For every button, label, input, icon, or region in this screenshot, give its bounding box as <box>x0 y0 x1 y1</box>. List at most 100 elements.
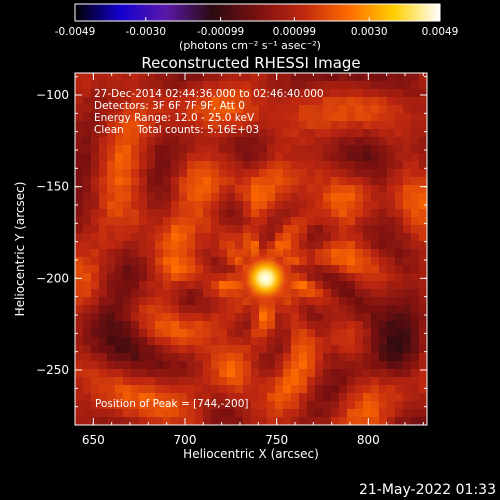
heatmap-cell <box>195 169 204 178</box>
heatmap-cell <box>419 89 427 98</box>
heatmap-cell <box>347 313 356 322</box>
heatmap-cell <box>379 417 388 425</box>
heatmap-cell <box>355 193 364 202</box>
heatmap-cell <box>99 113 108 122</box>
heatmap-cell <box>195 97 204 106</box>
heatmap-cell <box>387 313 396 322</box>
colorbar-tick-label: 0.00099 <box>273 26 316 38</box>
heatmap-cell <box>155 217 164 226</box>
heatmap-cell <box>355 273 364 282</box>
heatmap-cell <box>91 241 100 250</box>
heatmap-cell <box>251 185 260 194</box>
heatmap-cell <box>395 161 404 170</box>
heatmap-cell <box>187 337 196 346</box>
heatmap-cell <box>299 337 308 346</box>
heatmap-cell <box>403 105 412 114</box>
heatmap-cell <box>131 97 140 106</box>
heatmap-cell <box>403 201 412 210</box>
heatmap-cell <box>219 137 228 146</box>
heatmap-cell <box>291 105 300 114</box>
heatmap-cell <box>187 193 196 202</box>
heatmap-cell <box>203 201 212 210</box>
heatmap-cell <box>107 345 116 354</box>
heatmap-cell <box>219 121 228 130</box>
heatmap-cell <box>203 145 212 154</box>
heatmap-cell <box>315 145 324 154</box>
heatmap-cell <box>243 409 252 418</box>
heatmap-cell <box>251 81 260 90</box>
heatmap-cell <box>155 345 164 354</box>
heatmap-cell <box>195 369 204 378</box>
heatmap-cell <box>355 377 364 386</box>
heatmap-cell <box>83 297 92 306</box>
heatmap-cell <box>171 225 180 234</box>
heatmap-cell <box>419 201 427 210</box>
heatmap-cell <box>307 385 316 394</box>
heatmap-cell <box>299 321 308 330</box>
heatmap-cell <box>107 417 116 425</box>
heatmap-cell <box>411 393 420 402</box>
heatmap-cell <box>323 73 332 82</box>
heatmap-cell <box>99 73 108 82</box>
heatmap-cell <box>227 257 236 266</box>
heatmap-cell <box>315 417 324 425</box>
heatmap-cell <box>387 161 396 170</box>
heatmap-cell <box>315 409 324 418</box>
heatmap-cell <box>307 281 316 290</box>
heatmap-cell <box>235 153 244 162</box>
heatmap-cell <box>331 265 340 274</box>
heatmap-cell <box>371 129 380 138</box>
heatmap-cell <box>363 161 372 170</box>
heatmap-cell <box>91 257 100 266</box>
heatmap-cell <box>323 209 332 218</box>
heatmap-cell <box>339 225 348 234</box>
heatmap-cell <box>107 377 116 386</box>
heatmap-cell <box>379 313 388 322</box>
heatmap-cell <box>139 273 148 282</box>
heatmap-cell <box>307 273 316 282</box>
axis-ticks: 650 700 750 800−100−150−200−250 <box>36 73 427 447</box>
heatmap-cell <box>123 185 132 194</box>
heatmap-cell <box>139 401 148 410</box>
heatmap-cell <box>147 121 156 130</box>
heatmap-cell <box>211 353 220 362</box>
heatmap-cell <box>219 249 228 258</box>
heatmap-cell <box>235 241 244 250</box>
heatmap-cell <box>291 89 300 98</box>
heatmap-cell <box>267 337 276 346</box>
heatmap-cell <box>203 217 212 226</box>
heatmap-cell <box>339 201 348 210</box>
heatmap-cell <box>299 353 308 362</box>
heatmap-cell <box>179 345 188 354</box>
heatmap-cell <box>315 345 324 354</box>
heatmap-cell <box>339 73 348 82</box>
heatmap-cell <box>107 177 116 186</box>
heatmap-cell <box>323 129 332 138</box>
heatmap-cell <box>131 273 140 282</box>
heatmap-cell <box>155 185 164 194</box>
heatmap-cell <box>147 289 156 298</box>
heatmap-cell <box>75 209 84 218</box>
heatmap-cell <box>123 401 132 410</box>
heatmap-cell <box>195 273 204 282</box>
heatmap-cell <box>315 369 324 378</box>
heatmap-cell <box>315 201 324 210</box>
heatmap-cell <box>179 209 188 218</box>
heatmap-cell <box>291 313 300 322</box>
heatmap-cell <box>371 137 380 146</box>
heatmap-cell <box>299 393 308 402</box>
heatmap-cell <box>243 233 252 242</box>
heatmap-cell <box>227 161 236 170</box>
heatmap-cell <box>115 273 124 282</box>
heatmap-cell <box>347 153 356 162</box>
heatmap-cell <box>163 257 172 266</box>
heatmap-cell <box>411 353 420 362</box>
heatmap-cell <box>83 345 92 354</box>
heatmap-cell <box>227 225 236 234</box>
heatmap-cell <box>179 217 188 226</box>
heatmap-cell <box>219 113 228 122</box>
heatmap-cell <box>251 73 260 82</box>
heatmap-cell <box>267 193 276 202</box>
heatmap-cell <box>227 201 236 210</box>
heatmap-cell <box>315 281 324 290</box>
